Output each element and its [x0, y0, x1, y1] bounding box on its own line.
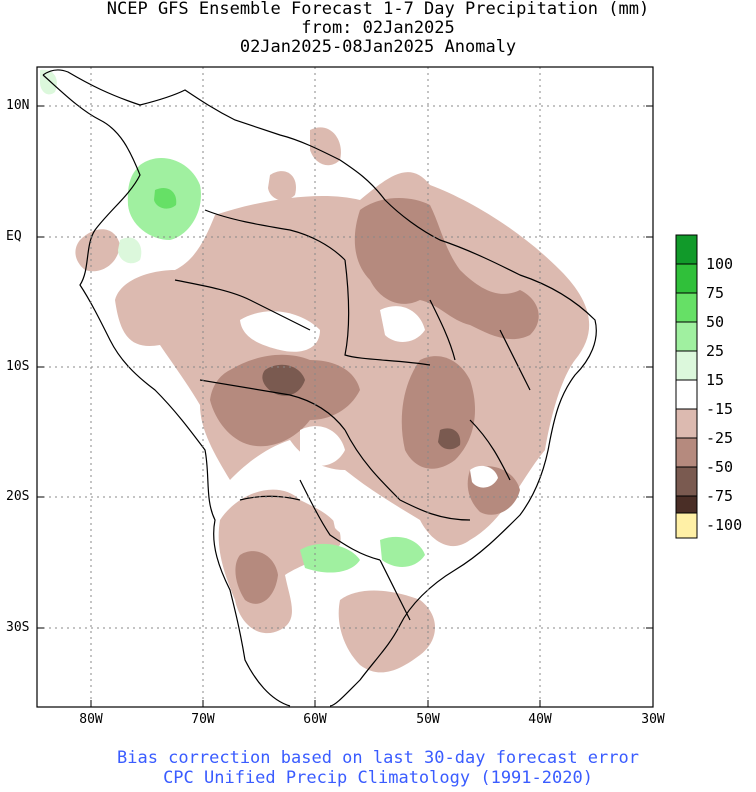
legend-box-7 — [675, 437, 698, 468]
lat-label-10s: 10S — [6, 359, 30, 374]
coastline-and-borders — [42, 69, 597, 707]
legend-box-0 — [675, 234, 698, 265]
lon-label-80w: 80W — [79, 712, 103, 727]
near-normal-areas — [240, 306, 498, 537]
legend-label-25: 25 — [706, 342, 725, 360]
legend-label-75: 75 — [706, 284, 725, 302]
dry-anomaly-areas — [75, 127, 590, 673]
legend-label-neg15: -15 — [706, 400, 734, 418]
axis-ticks — [37, 105, 654, 707]
legend-label-15: 15 — [706, 371, 725, 389]
legend-box-10 — [675, 512, 698, 539]
lat-label-20s: 20S — [6, 489, 30, 504]
legend-colorbar — [675, 234, 698, 539]
lon-label-50w: 50W — [416, 712, 440, 727]
lat-label-eq: EQ — [6, 229, 22, 244]
legend-label-neg75: -75 — [706, 487, 734, 505]
lat-label-30s: 30S — [6, 620, 30, 635]
lon-label-60w: 60W — [303, 712, 327, 727]
lat-lon-grid — [37, 67, 653, 707]
legend-box-4 — [675, 350, 698, 381]
legend-box-5 — [675, 379, 698, 410]
legend-box-6 — [675, 408, 698, 439]
lon-label-40w: 40W — [528, 712, 552, 727]
footer-climatology-note: CPC Unified Precip Climatology (1991-202… — [163, 768, 593, 788]
chart-subtitle-period: 02Jan2025-08Jan2025 Anomaly — [239, 37, 517, 57]
legend-label-100: 100 — [706, 255, 734, 273]
legend-box-2 — [675, 292, 698, 323]
legend-label-neg50: -50 — [706, 458, 734, 476]
map-frame — [36, 66, 654, 708]
chart-subtitle-date: from: 02Jan2025 — [301, 18, 455, 38]
lon-label-70w: 70W — [191, 712, 215, 727]
chart-title: NCEP GFS Ensemble Forecast 1-7 Day Preci… — [106, 0, 650, 19]
legend-label-50: 50 — [706, 313, 725, 331]
lat-label-10n: 10N — [6, 98, 30, 113]
lon-label-30w: 30W — [641, 712, 665, 727]
legend-label-neg25: -25 — [706, 429, 734, 447]
legend-box-3 — [675, 321, 698, 352]
legend-box-8 — [675, 466, 698, 497]
legend-label-neg100: -100 — [706, 516, 743, 534]
footer-bias-note: Bias correction based on last 30-day for… — [117, 748, 639, 768]
legend-box-1 — [675, 263, 698, 294]
